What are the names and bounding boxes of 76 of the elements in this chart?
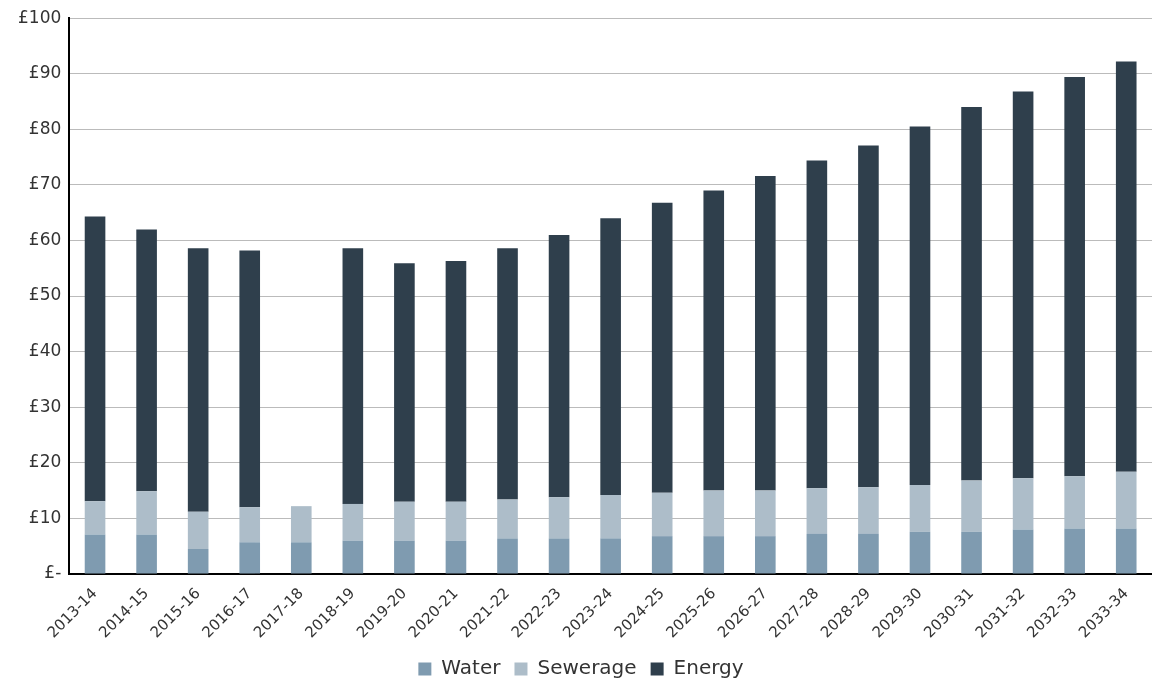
y-tick-label: £10 bbox=[28, 506, 62, 527]
bar bbox=[1115, 528, 1137, 574]
bar bbox=[497, 499, 518, 539]
bar bbox=[651, 492, 673, 537]
y-tick-label: £90 bbox=[28, 62, 62, 83]
bar bbox=[755, 176, 776, 491]
y-tick-label: £80 bbox=[28, 117, 62, 138]
bar bbox=[909, 126, 931, 486]
bar bbox=[136, 229, 157, 492]
bar bbox=[1115, 471, 1137, 529]
bar bbox=[961, 531, 982, 574]
y-tick-label: £- bbox=[44, 562, 62, 583]
y-tick-label: £20 bbox=[28, 451, 62, 472]
bar bbox=[187, 248, 209, 512]
bar bbox=[806, 160, 828, 489]
bar bbox=[394, 501, 415, 541]
bar bbox=[961, 107, 982, 481]
bar bbox=[651, 202, 673, 493]
bar bbox=[342, 503, 364, 541]
bar bbox=[290, 506, 312, 543]
bar bbox=[909, 485, 931, 532]
bar bbox=[136, 534, 157, 574]
bar bbox=[187, 548, 209, 574]
bar bbox=[806, 488, 828, 534]
bar bbox=[1064, 528, 1085, 574]
y-tick-label: £30 bbox=[28, 395, 62, 416]
y-tick-label: £50 bbox=[28, 284, 62, 305]
bar bbox=[1012, 91, 1034, 479]
bar bbox=[239, 542, 261, 574]
bar bbox=[548, 234, 570, 498]
bar bbox=[1064, 77, 1085, 477]
bar bbox=[445, 501, 467, 541]
bar bbox=[445, 261, 467, 502]
bar bbox=[342, 540, 364, 574]
legend-label: Sewerage bbox=[537, 655, 637, 680]
bar bbox=[84, 216, 106, 502]
bar bbox=[600, 218, 621, 496]
bar bbox=[187, 511, 209, 549]
bar bbox=[1115, 61, 1137, 472]
bar bbox=[548, 497, 570, 539]
bar bbox=[136, 491, 157, 535]
legend-label: Water bbox=[441, 655, 502, 680]
bar bbox=[755, 490, 776, 537]
bar bbox=[84, 534, 106, 574]
bar bbox=[239, 250, 261, 508]
bar bbox=[806, 533, 828, 574]
bar bbox=[1012, 478, 1034, 530]
bar bbox=[703, 536, 725, 574]
bar bbox=[961, 480, 982, 532]
bar bbox=[755, 536, 776, 574]
bar bbox=[858, 487, 879, 534]
bar bbox=[600, 538, 621, 574]
bar bbox=[858, 533, 879, 574]
bar bbox=[394, 540, 415, 574]
bar bbox=[703, 190, 725, 491]
bar bbox=[84, 501, 106, 535]
bar bbox=[290, 542, 312, 574]
bar bbox=[858, 145, 879, 488]
legend-label: Energy bbox=[673, 655, 744, 680]
bar bbox=[651, 536, 673, 574]
bar bbox=[1064, 476, 1085, 529]
bar bbox=[497, 248, 518, 500]
bar bbox=[909, 531, 931, 574]
bar bbox=[394, 263, 415, 502]
bar bbox=[342, 248, 364, 504]
bar bbox=[497, 538, 518, 574]
bar bbox=[548, 538, 570, 574]
bar bbox=[703, 490, 725, 537]
bar bbox=[1012, 529, 1034, 574]
bar bbox=[239, 507, 261, 543]
bar bbox=[600, 495, 621, 539]
y-tick-label: £60 bbox=[28, 228, 62, 249]
y-tick-label: £70 bbox=[28, 173, 62, 194]
y-tick-label: £100 bbox=[18, 6, 62, 27]
y-tick-label: £40 bbox=[28, 340, 62, 361]
bar bbox=[445, 540, 467, 574]
